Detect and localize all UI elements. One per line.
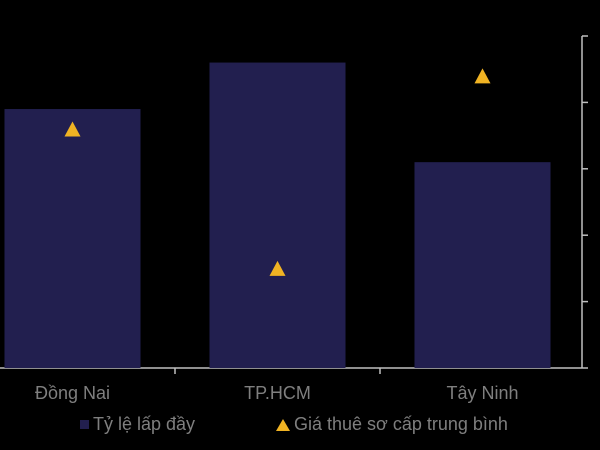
category-label: Đồng Nai <box>35 383 110 403</box>
category-label: Tây Ninh <box>446 383 518 403</box>
legend-triangle-icon <box>276 418 290 431</box>
secondary-y-axis <box>581 35 588 369</box>
bar-series <box>4 62 551 369</box>
category-label: TP.HCM <box>244 383 311 403</box>
legend: Tỷ lệ lấp đầy Giá thuê sơ cấp trung bình <box>0 414 600 442</box>
legend-bar-label: Tỷ lệ lấp đầy <box>93 414 196 434</box>
legend-bar-swatch <box>80 420 89 429</box>
bar-3 <box>414 162 551 368</box>
x-axis <box>0 367 582 374</box>
marker-3 <box>474 68 491 84</box>
marker-series <box>64 68 491 276</box>
marker-2 <box>269 260 286 276</box>
legend-marker-label: Giá thuê sơ cấp trung bình <box>294 414 508 434</box>
category-labels: Đồng Nai TP.HCM Tây Ninh <box>35 383 519 403</box>
legend-item-bar: Tỷ lệ lấp đầy <box>80 414 195 435</box>
legend-item-marker: Giá thuê sơ cấp trung bình <box>276 414 508 435</box>
bar-2 <box>209 62 346 369</box>
marker-1 <box>64 121 81 137</box>
bar-1 <box>4 109 141 368</box>
